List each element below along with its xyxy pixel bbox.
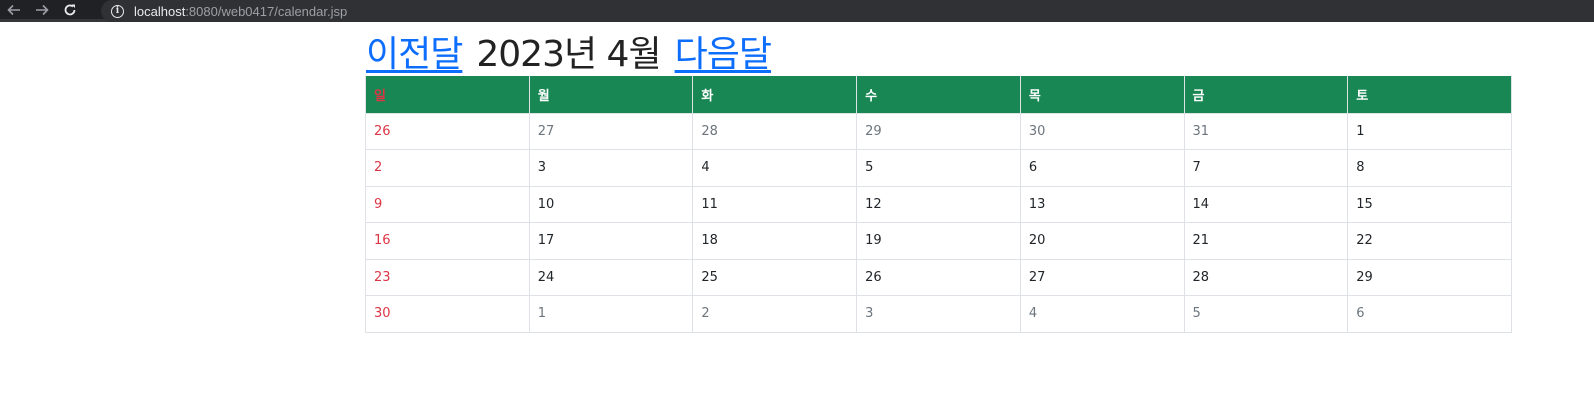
browser-toolbar: i localhost:8080/web0417/calendar.jsp <box>0 0 1594 22</box>
next-month-link[interactable]: 다음달 <box>674 34 772 75</box>
day-cell: 28 <box>692 112 858 150</box>
day-cell: 25 <box>692 258 858 296</box>
reload-icon[interactable] <box>56 0 84 21</box>
day-cell: 21 <box>1183 222 1349 260</box>
day-cell: 18 <box>692 222 858 260</box>
calendar-heading: 이전달 2023년 4월 다음달 <box>366 25 772 75</box>
day-cell: 20 <box>1019 222 1185 260</box>
day-cell: 11 <box>692 185 858 223</box>
weekday-header: 화 <box>692 76 858 114</box>
day-cell: 27 <box>1019 258 1185 296</box>
day-cell: 28 <box>1183 258 1349 296</box>
day-cell: 3 <box>528 149 694 187</box>
day-cell: 1 <box>528 295 694 333</box>
day-cell: 23 <box>365 258 530 296</box>
day-cell: 1 <box>1347 112 1512 150</box>
day-cell: 15 <box>1347 185 1512 223</box>
info-icon[interactable]: i <box>111 4 124 18</box>
day-cell: 29 <box>856 112 1021 150</box>
weekday-header: 월 <box>528 76 694 114</box>
day-cell: 30 <box>365 295 530 333</box>
weekday-header-row: 일 월 화 수 목 금 토 <box>365 76 1512 114</box>
week-row: 30 1 2 3 4 5 6 <box>365 295 1512 333</box>
day-cell: 10 <box>528 185 694 223</box>
day-cell: 16 <box>365 222 530 260</box>
calendar-table: 일 월 화 수 목 금 토 26 27 28 29 30 31 1 2 3 4 5 6 7 8 9 10 11 1… <box>365 76 1512 333</box>
day-cell: 6 <box>1019 149 1185 187</box>
url-path: :8080/web0417/calendar.jsp <box>185 3 348 19</box>
week-row: 23 24 25 26 27 28 29 <box>365 258 1512 296</box>
day-cell: 8 <box>1347 149 1512 187</box>
week-row: 16 17 18 19 20 21 22 <box>365 222 1512 260</box>
day-cell: 4 <box>692 149 858 187</box>
page-content: 이전달 2023년 4월 다음달 일 월 화 수 목 금 토 26 27 28 29 3… <box>0 25 1594 420</box>
day-cell: 24 <box>528 258 694 296</box>
calendar-body: 26 27 28 29 30 31 1 2 3 4 5 6 7 8 9 10 11 12 13 14 15 16 17 18 1… <box>365 112 1512 333</box>
back-arrow-icon[interactable] <box>0 0 28 21</box>
day-cell: 5 <box>856 149 1021 187</box>
day-cell: 9 <box>365 185 530 223</box>
day-cell: 26 <box>856 258 1021 296</box>
week-row: 9 10 11 12 13 14 15 <box>365 185 1512 223</box>
day-cell: 5 <box>1183 295 1349 333</box>
day-cell: 27 <box>528 112 694 150</box>
day-cell: 13 <box>1019 185 1185 223</box>
day-cell: 2 <box>692 295 858 333</box>
address-bar[interactable]: i localhost:8080/web0417/calendar.jsp <box>101 0 1594 22</box>
url-host: localhost <box>134 3 186 19</box>
day-cell: 7 <box>1183 149 1349 187</box>
day-cell: 3 <box>856 295 1021 333</box>
forward-arrow-icon[interactable] <box>28 0 56 21</box>
weekday-header: 금 <box>1183 76 1349 114</box>
month-title: 2023년 4월 <box>476 34 661 75</box>
day-cell: 22 <box>1347 222 1512 260</box>
day-cell: 6 <box>1347 295 1512 333</box>
day-cell: 2 <box>365 149 530 187</box>
weekday-header: 수 <box>856 76 1021 114</box>
day-cell: 4 <box>1019 295 1185 333</box>
prev-month-link[interactable]: 이전달 <box>366 34 463 75</box>
day-cell: 29 <box>1347 258 1512 296</box>
day-cell: 12 <box>856 185 1021 223</box>
weekday-header: 일 <box>365 76 530 114</box>
weekday-header: 토 <box>1347 76 1512 114</box>
day-cell: 30 <box>1019 112 1185 150</box>
day-cell: 26 <box>365 112 530 150</box>
url-text: localhost:8080/web0417/calendar.jsp <box>134 4 347 19</box>
week-row: 26 27 28 29 30 31 1 <box>365 112 1512 150</box>
weekday-header: 목 <box>1019 76 1185 114</box>
day-cell: 19 <box>856 222 1021 260</box>
day-cell: 17 <box>528 222 694 260</box>
day-cell: 31 <box>1183 112 1349 150</box>
day-cell: 14 <box>1183 185 1349 223</box>
